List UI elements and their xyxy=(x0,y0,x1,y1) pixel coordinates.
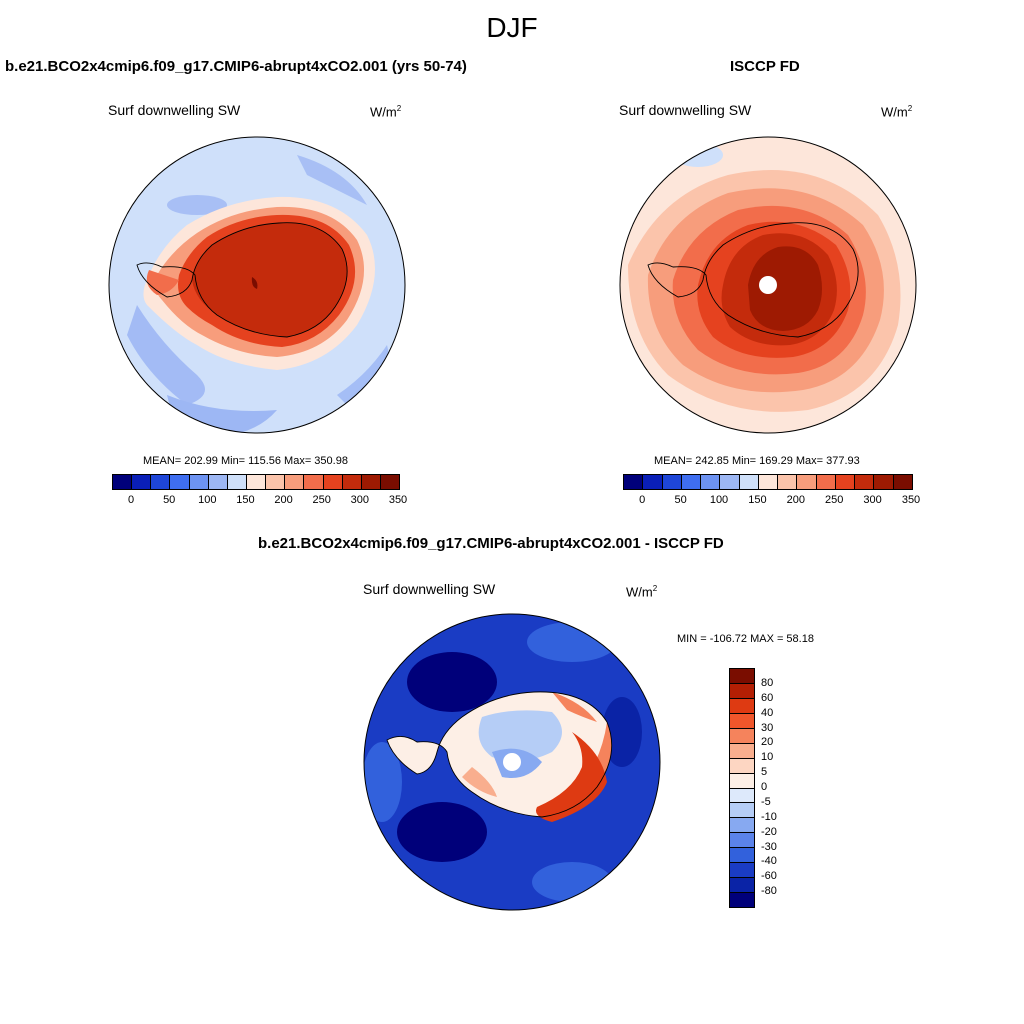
panel2-units: W/m2 xyxy=(881,104,913,120)
panel2-colorbar-ticks: 0 50 100 150 200 250 300 350 xyxy=(623,494,920,508)
colorbar-cell xyxy=(730,683,754,699)
panel3-variable: Surf downwelling SW xyxy=(363,581,496,597)
colorbar-tick-label: 80 xyxy=(761,676,774,689)
colorbar-tick-label: 30 xyxy=(761,721,774,734)
colorbar-cell xyxy=(816,475,836,489)
colorbar-cell xyxy=(227,475,247,489)
colorbar-cell xyxy=(739,475,759,489)
colorbar-cell xyxy=(189,475,209,489)
panel3-title: b.e21.BCO2x4cmip6.f09_g17.CMIP6-abrupt4x… xyxy=(258,535,724,552)
colorbar-tick-label: 0 xyxy=(761,781,768,793)
colorbar-tick-label: 250 xyxy=(312,494,331,506)
panel1-units: W/m2 xyxy=(370,104,402,120)
colorbar-tick-label: 150 xyxy=(748,494,767,506)
colorbar-cell xyxy=(132,475,152,489)
colorbar-cell xyxy=(730,743,754,759)
colorbar-tick-label: 5 xyxy=(761,766,768,779)
panel2-stats: MEAN= 242.85 Min= 169.29 Max= 377.93 xyxy=(654,455,860,467)
colorbar-cell xyxy=(730,833,754,849)
colorbar-cell xyxy=(797,475,817,489)
colorbar-cell xyxy=(208,475,228,489)
colorbar-cell xyxy=(730,758,754,774)
panel3-units: W/m2 xyxy=(626,584,658,600)
colorbar-tick-label: 200 xyxy=(786,494,805,506)
colorbar-cell xyxy=(720,475,740,489)
colorbar-cell xyxy=(758,475,779,489)
colorbar-cell xyxy=(304,475,324,489)
colorbar-tick-label: -10 xyxy=(761,810,777,823)
panel3-stats: MIN = -106.72 MAX = 58.18 xyxy=(677,633,814,645)
colorbar-tick-label: 40 xyxy=(761,706,774,719)
panel1-colorbar xyxy=(112,474,400,490)
colorbar-cell xyxy=(380,475,400,489)
colorbar-cell xyxy=(662,475,682,489)
colorbar-cell xyxy=(730,788,754,804)
colorbar-cell xyxy=(113,475,133,489)
colorbar-cell xyxy=(730,728,754,744)
colorbar-cell xyxy=(893,475,912,489)
colorbar-tick-label: 100 xyxy=(709,494,729,506)
colorbar-tick-label: -30 xyxy=(761,840,777,853)
figure-title: DJF xyxy=(486,12,538,43)
colorbar-tick-label: 50 xyxy=(674,494,687,506)
colorbar-cell xyxy=(730,713,754,729)
colorbar-cell xyxy=(266,475,286,489)
colorbar-cell xyxy=(701,475,721,489)
colorbar-cell xyxy=(730,803,754,819)
panel1-variable: Surf downwelling SW xyxy=(108,102,241,118)
colorbar-tick-label: 250 xyxy=(825,494,844,506)
colorbar-cell xyxy=(730,669,754,684)
colorbar-tick-label: -80 xyxy=(761,885,777,898)
panel1-title: b.e21.BCO2x4cmip6.f09_g17.CMIP6-abrupt4x… xyxy=(5,58,467,75)
colorbar-cell xyxy=(730,818,754,834)
colorbar-cell xyxy=(624,475,644,489)
colorbar-tick-label: 200 xyxy=(274,494,293,506)
panel3-polar-map xyxy=(363,613,661,911)
panel1-polar-map xyxy=(108,136,406,434)
colorbar-tick-label: 350 xyxy=(388,494,408,506)
colorbar-cell xyxy=(730,698,754,714)
panel1-stats: MEAN= 202.99 Min= 115.56 Max= 350.98 xyxy=(143,455,348,467)
colorbar-tick-label: 300 xyxy=(350,494,370,506)
colorbar-tick-label: 350 xyxy=(901,494,921,506)
panel3-colorbar-ticks: 80 60 40 30 20 10 5 0 -5 -10 -20 -30 -40 -60 -80 xyxy=(761,668,791,906)
colorbar-cell xyxy=(170,475,190,489)
colorbar-cell xyxy=(361,475,381,489)
colorbar-tick-label: 300 xyxy=(863,494,882,506)
colorbar-cell xyxy=(246,475,267,489)
colorbar-cell xyxy=(874,475,894,489)
panel3-colorbar xyxy=(729,668,755,908)
colorbar-tick-label: 100 xyxy=(198,494,217,506)
colorbar-tick-label: 50 xyxy=(163,494,176,506)
colorbar-tick-label: 0 xyxy=(128,494,135,506)
colorbar-cell xyxy=(323,475,343,489)
colorbar-cell xyxy=(730,863,754,879)
colorbar-tick-label: 10 xyxy=(761,751,774,764)
panel2-colorbar xyxy=(623,474,913,490)
colorbar-tick-label: -40 xyxy=(761,855,777,868)
colorbar-tick-label: 60 xyxy=(761,691,774,704)
colorbar-tick-label: 150 xyxy=(236,494,255,506)
colorbar-cell xyxy=(681,475,702,489)
panel2-variable: Surf downwelling SW xyxy=(619,102,752,118)
panel2-polar-map xyxy=(619,136,917,434)
panel2-title: ISCCP FD xyxy=(730,58,800,75)
colorbar-cell xyxy=(730,878,754,894)
colorbar-cell xyxy=(730,848,754,864)
colorbar-cell xyxy=(778,475,798,489)
colorbar-tick-label: -20 xyxy=(761,825,777,838)
panel1-colorbar-ticks: 0 50 100 150 200 250 300 350 xyxy=(112,494,407,508)
colorbar-tick-label: 0 xyxy=(639,494,646,506)
colorbar-tick-label: -60 xyxy=(761,870,777,883)
colorbar-tick-label: -5 xyxy=(761,795,771,808)
colorbar-tick-label: 20 xyxy=(761,736,774,749)
colorbar-cell xyxy=(730,773,754,789)
colorbar-cell xyxy=(342,475,362,489)
colorbar-cell xyxy=(835,475,856,489)
colorbar-cell xyxy=(151,475,171,489)
colorbar-cell xyxy=(285,475,305,489)
colorbar-cell xyxy=(643,475,663,489)
colorbar-cell xyxy=(855,475,875,489)
colorbar-cell xyxy=(730,893,754,907)
